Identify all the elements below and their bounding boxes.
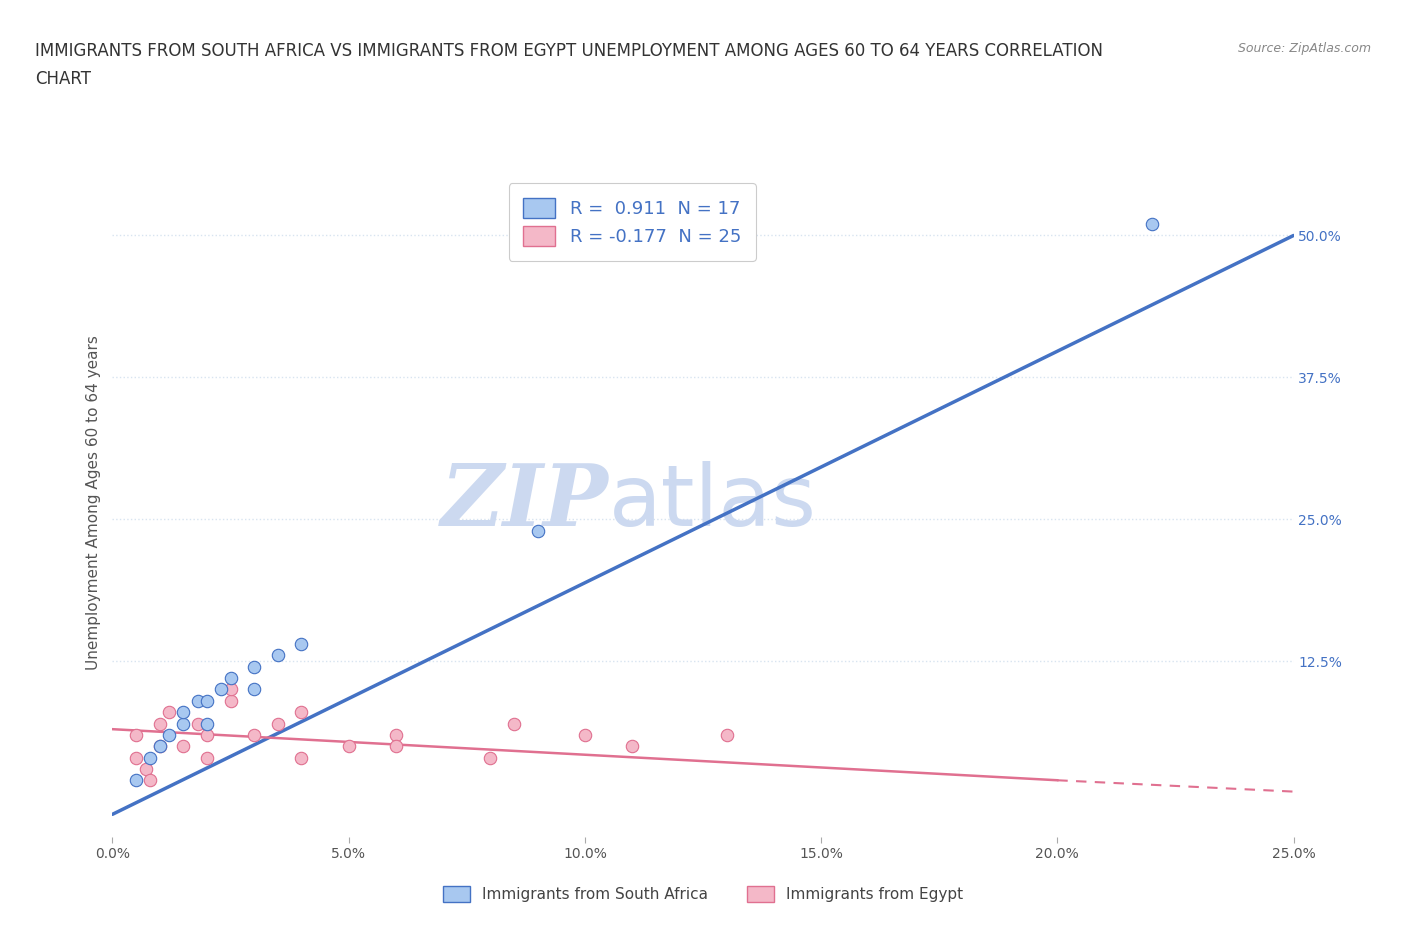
Point (209, 682, 232, 697)
Point (479, 751, 502, 765)
Point (195, 727, 218, 742)
Point (503, 716, 526, 731)
Point (157, 727, 180, 742)
Point (290, 637, 312, 652)
Point (526, 524, 548, 538)
Point (139, 773, 162, 788)
Point (149, 738, 172, 753)
Point (172, 716, 194, 731)
Point (195, 694, 218, 709)
Point (186, 716, 208, 731)
Point (149, 716, 172, 731)
Point (139, 751, 162, 765)
Point (621, 738, 644, 753)
Point (125, 773, 148, 788)
Point (172, 705, 194, 720)
Text: CHART: CHART (35, 70, 91, 87)
Point (125, 727, 148, 742)
Point (243, 659, 266, 674)
Point (290, 705, 312, 720)
Point (172, 738, 194, 753)
Text: Source: ZipAtlas.com: Source: ZipAtlas.com (1237, 42, 1371, 55)
Point (243, 727, 266, 742)
Point (385, 738, 408, 753)
Text: atlas: atlas (609, 460, 817, 544)
Point (135, 762, 157, 777)
Point (125, 751, 148, 765)
Point (219, 671, 242, 685)
Point (290, 751, 312, 765)
Legend: R =  0.911  N = 17, R = -0.177  N = 25: R = 0.911 N = 17, R = -0.177 N = 25 (509, 183, 756, 261)
Point (243, 682, 266, 697)
Text: ZIP: ZIP (440, 460, 609, 544)
Point (149, 738, 172, 753)
Point (385, 727, 408, 742)
Point (195, 716, 218, 731)
Y-axis label: Unemployment Among Ages 60 to 64 years: Unemployment Among Ages 60 to 64 years (86, 335, 101, 670)
Point (219, 694, 242, 709)
Point (574, 727, 596, 742)
Point (1140, 217, 1163, 232)
Point (186, 694, 208, 709)
Point (157, 705, 180, 720)
Point (267, 716, 290, 731)
Point (337, 738, 360, 753)
Legend: Immigrants from South Africa, Immigrants from Egypt: Immigrants from South Africa, Immigrants… (436, 880, 970, 909)
Point (716, 727, 738, 742)
Point (267, 648, 290, 663)
Text: IMMIGRANTS FROM SOUTH AFRICA VS IMMIGRANTS FROM EGYPT UNEMPLOYMENT AMONG AGES 60: IMMIGRANTS FROM SOUTH AFRICA VS IMMIGRAN… (35, 42, 1104, 60)
Point (219, 682, 242, 697)
Point (195, 751, 218, 765)
